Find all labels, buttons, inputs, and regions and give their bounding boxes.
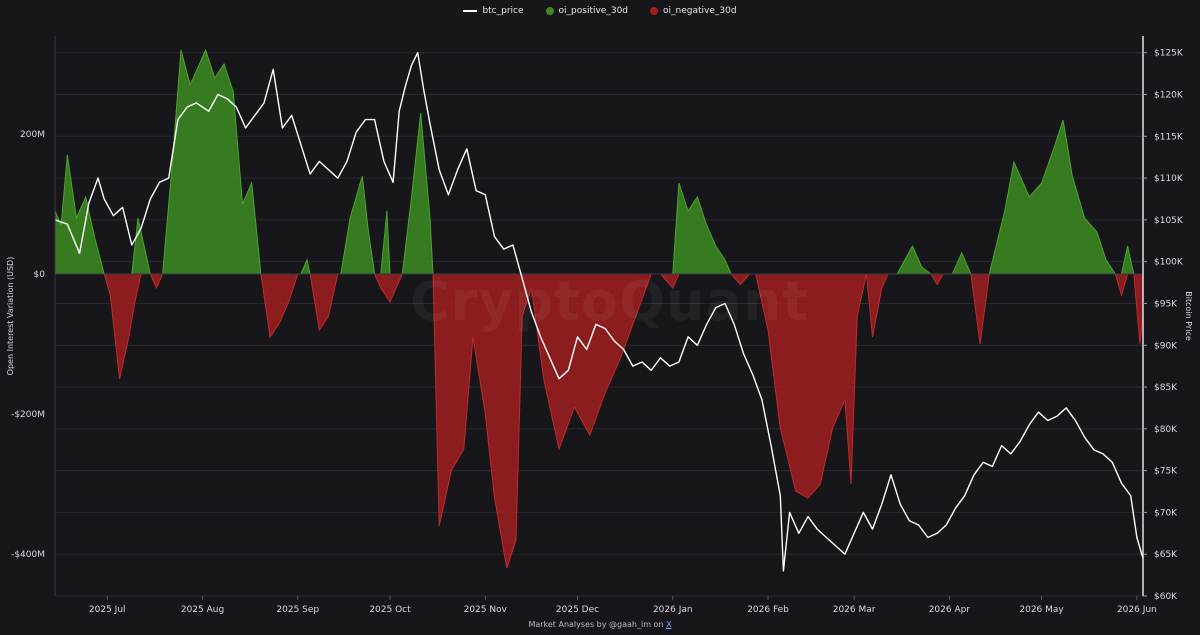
left-tick-label: -$400M	[11, 550, 45, 560]
legend-label: oi_positive_30d	[558, 6, 629, 16]
right-tick-label: $60K	[1154, 592, 1178, 602]
area-oi-negative	[432, 273, 652, 569]
right-tick-label: $65K	[1154, 550, 1178, 560]
legend-item-btc-price[interactable]: btc_price	[463, 6, 524, 16]
left-tick-label: 200M	[20, 130, 45, 140]
right-tick-label: $75K	[1154, 467, 1178, 477]
legend-label: btc_price	[482, 6, 524, 16]
area-oi-positive	[340, 175, 376, 275]
x-tick-label: 2025 Nov	[464, 605, 508, 615]
area-oi-positive	[988, 119, 1117, 275]
area-oi-positive	[380, 210, 391, 275]
area-oi-positive	[162, 48, 262, 275]
area-oi-positive	[1120, 245, 1135, 275]
legend-label: oi_negative_30d	[663, 6, 737, 16]
right-tick-label: $120K	[1154, 91, 1184, 101]
left-tick-label: -$200M	[11, 410, 45, 420]
right-tick-label: $85K	[1154, 383, 1178, 393]
legend-item-oi-negative[interactable]: oi_negative_30d	[650, 6, 737, 16]
right-tick-label: $110K	[1154, 174, 1184, 184]
footer: Market Analyses by @gaah_im on X	[0, 620, 1200, 629]
legend: btc_price oi_positive_30d oi_negative_30…	[0, 6, 1200, 16]
right-tick-label: $95K	[1154, 299, 1178, 309]
x-tick-label: 2025 Sep	[276, 605, 319, 615]
x-tick-label: 2025 Aug	[181, 605, 224, 615]
legend-item-oi-positive[interactable]: oi_positive_30d	[545, 6, 629, 16]
left-axis-title: Open Interest Variation (USD)	[6, 257, 15, 376]
right-tick-label: $115K	[1154, 132, 1184, 142]
x-tick-label: 2026 Apr	[929, 605, 971, 615]
area-oi-positive	[54, 154, 105, 275]
area-oi-negative	[149, 273, 164, 290]
x-tick-label: 2026 Jan	[653, 605, 693, 615]
area-oi-negative	[373, 273, 404, 304]
x-tick-label: 2026 May	[1019, 605, 1064, 615]
area-oi-negative	[1114, 273, 1129, 297]
right-tick-label: $105K	[1154, 216, 1184, 226]
dot-swatch-icon	[650, 7, 659, 15]
x-tick-label: 2025 Oct	[369, 605, 411, 615]
footer-text: Market Analyses by @gaah_im on	[528, 620, 664, 629]
area-oi-positive	[401, 112, 434, 275]
right-tick-label: $100K	[1154, 258, 1184, 268]
right-tick-label: $70K	[1154, 508, 1178, 518]
x-tick-label: 2025 Jul	[89, 605, 126, 615]
area-oi-negative	[260, 273, 299, 339]
area-oi-negative	[930, 273, 945, 286]
line-btc-price	[54, 52, 1144, 572]
right-tick-label: $80K	[1154, 425, 1178, 435]
left-tick-label: $0	[34, 270, 46, 280]
area-oi-positive	[951, 251, 972, 275]
area-oi-positive	[896, 244, 933, 275]
dot-swatch-icon	[545, 7, 554, 15]
area-oi-negative	[309, 273, 339, 332]
x-tick-label: 2025 Dec	[556, 605, 599, 615]
right-axis-title: Bitcoin Price	[1184, 291, 1193, 341]
watermark: CryptoQuant	[410, 270, 810, 333]
right-tick-label: $90K	[1154, 341, 1178, 351]
right-tick-label: $125K	[1154, 49, 1184, 59]
footer-link[interactable]: X	[666, 620, 672, 629]
area-oi-negative	[103, 273, 142, 380]
line-swatch-icon	[463, 10, 478, 12]
x-tick-label: 2026 Mar	[833, 605, 876, 615]
area-oi-negative	[865, 273, 889, 338]
area-oi-negative	[755, 273, 868, 499]
area-oi-positive	[672, 182, 732, 275]
x-tick-label: 2026 Feb	[747, 605, 789, 615]
area-oi-negative	[1133, 273, 1144, 345]
area-oi-negative	[970, 273, 990, 345]
x-tick-label: 2026 Jun	[1117, 605, 1157, 615]
